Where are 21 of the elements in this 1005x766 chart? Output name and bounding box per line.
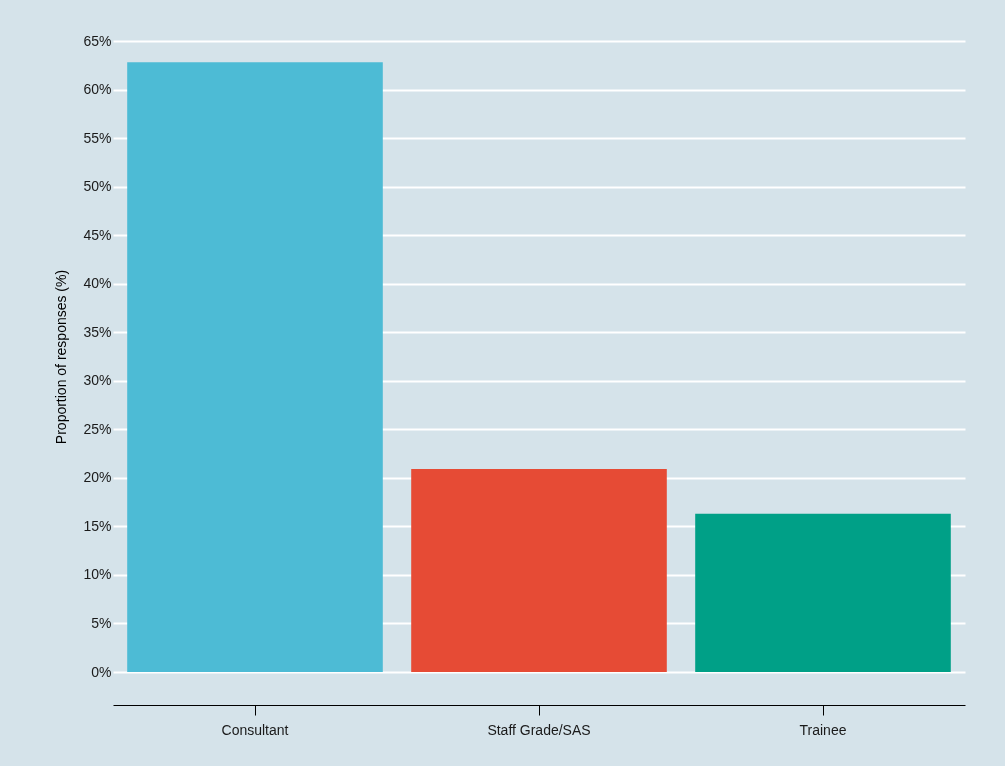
y-tick-label: 25% xyxy=(83,420,112,437)
y-tick-label: 45% xyxy=(83,226,112,243)
bar xyxy=(127,62,383,672)
x-tick-label: Consultant xyxy=(221,721,289,738)
y-tick-label: 0% xyxy=(91,663,112,680)
y-tick-label: 40% xyxy=(83,275,112,292)
y-tick-label: 10% xyxy=(83,566,112,583)
y-tick-label: 50% xyxy=(83,178,112,195)
y-tick-label: 60% xyxy=(83,81,112,98)
x-tick-label: Trainee xyxy=(799,721,847,738)
bar xyxy=(411,469,667,672)
y-tick-label: 35% xyxy=(83,323,112,340)
y-tick-label: 5% xyxy=(91,614,112,631)
y-tick-label: 55% xyxy=(83,129,112,146)
y-tick-label: 65% xyxy=(83,32,112,49)
bar xyxy=(695,513,951,672)
y-axis-title: Proportion of responses (%) xyxy=(53,269,70,445)
y-tick-label: 15% xyxy=(83,517,112,534)
y-tick-label: 20% xyxy=(83,469,112,486)
x-tick-label: Staff Grade/SAS xyxy=(487,721,591,738)
y-tick-label: 30% xyxy=(83,372,112,389)
